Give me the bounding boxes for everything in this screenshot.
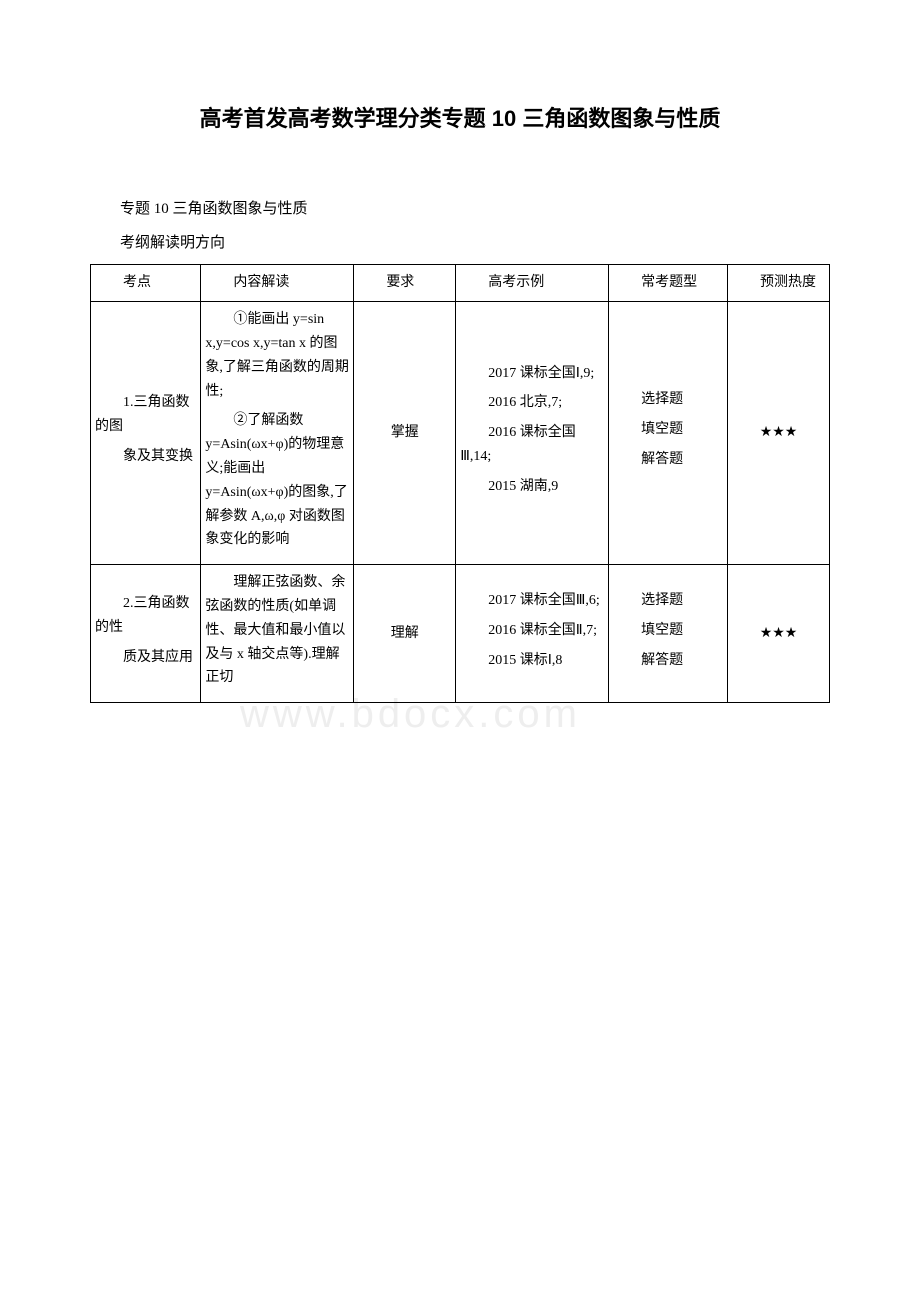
header-topic: 考点 (91, 265, 201, 302)
cell-req: 掌握 (354, 302, 456, 565)
subtitle-guide: 考纲解读明方向 (90, 231, 830, 257)
cell-content: 理解正弦函数、余弦函数的性质(如单调性、最大值和最小值以及与 x 轴交点等).理… (201, 565, 354, 703)
cell-topic: 2.三角函数的性 质及其应用 (91, 565, 201, 703)
cell-qtype: 选择题 填空题 解答题 (609, 565, 728, 703)
cell-req: 理解 (354, 565, 456, 703)
cell-examples: 2017 课标全国Ⅲ,6; 2016 课标全国Ⅱ,7; 2015 课标Ⅰ,8 (456, 565, 609, 703)
cell-heat: ★★★ (728, 302, 830, 565)
table-header-row: 考点 内容解读 要求 高考示例 常考题型 预测热度 (91, 265, 830, 302)
syllabus-table: 考点 内容解读 要求 高考示例 常考题型 预测热度 1.三角函数的图 象及其变换… (90, 264, 830, 703)
header-heat: 预测热度 (728, 265, 830, 302)
subtitle-topic: 专题 10 三角函数图象与性质 (90, 197, 830, 223)
header-examples: 高考示例 (456, 265, 609, 302)
cell-topic: 1.三角函数的图 象及其变换 (91, 302, 201, 565)
table-row: 1.三角函数的图 象及其变换 ①能画出 y=sin x,y=cos x,y=ta… (91, 302, 830, 565)
header-req: 要求 (354, 265, 456, 302)
page-title: 高考首发高考数学理分类专题 10 三角函数图象与性质 (90, 100, 830, 137)
cell-qtype: 选择题 填空题 解答题 (609, 302, 728, 565)
cell-content: ①能画出 y=sin x,y=cos x,y=tan x 的图象,了解三角函数的… (201, 302, 354, 565)
cell-examples: 2017 课标全国Ⅰ,9; 2016 北京,7; 2016 课标全国Ⅲ,14; … (456, 302, 609, 565)
cell-heat: ★★★ (728, 565, 830, 703)
table-row: 2.三角函数的性 质及其应用 理解正弦函数、余弦函数的性质(如单调性、最大值和最… (91, 565, 830, 703)
header-content: 内容解读 (201, 265, 354, 302)
header-qtype: 常考题型 (609, 265, 728, 302)
